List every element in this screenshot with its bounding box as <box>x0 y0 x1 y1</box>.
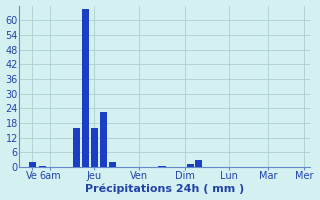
Bar <box>109 162 116 167</box>
Bar <box>73 128 80 167</box>
Bar <box>100 112 107 167</box>
Bar <box>158 166 165 167</box>
Bar <box>29 162 36 167</box>
X-axis label: Précipitations 24h ( mm ): Précipitations 24h ( mm ) <box>85 184 244 194</box>
Bar <box>39 166 46 167</box>
Bar <box>187 164 194 167</box>
Bar <box>195 160 202 167</box>
Bar <box>91 128 98 167</box>
Bar <box>82 9 89 167</box>
